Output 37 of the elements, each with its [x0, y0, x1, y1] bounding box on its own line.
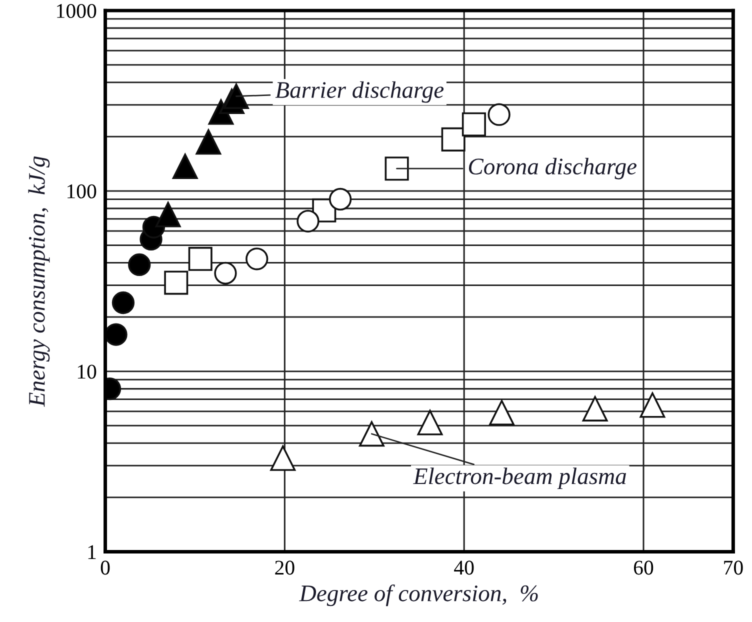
point — [214, 262, 237, 285]
annotation: Corona discharge — [468, 158, 637, 180]
point — [640, 392, 666, 418]
point — [441, 127, 466, 152]
y-tick-label: 1000 — [57, 4, 96, 18]
point — [489, 400, 514, 426]
point — [417, 410, 443, 436]
x-tick-label: 40 — [454, 560, 474, 575]
x-tick-label: 0 — [100, 560, 110, 575]
annotation: Barrier discharge — [275, 81, 444, 103]
y-tick-label: 100 — [68, 184, 96, 198]
y-tick-label: 1 — [88, 545, 96, 559]
point — [224, 84, 249, 109]
annotation: Electron-beam plasma — [413, 468, 626, 490]
point — [246, 248, 268, 270]
point — [462, 112, 486, 136]
x-axis-title: Degree of conversion, % — [299, 584, 538, 606]
point — [128, 253, 151, 276]
point — [155, 202, 181, 228]
point — [582, 396, 608, 422]
point — [328, 188, 352, 211]
point — [270, 445, 296, 471]
y-axis-title: Energy consumption, kJ/g — [28, 156, 50, 407]
point — [164, 270, 188, 295]
y-tick-label: 10 — [78, 364, 96, 379]
x-tick-label: 20 — [275, 560, 294, 575]
x-tick-label: 60 — [634, 560, 654, 575]
point — [488, 103, 510, 126]
point — [172, 154, 198, 179]
x-tick-label: 70 — [724, 560, 743, 575]
point — [384, 156, 409, 181]
point — [358, 421, 384, 447]
point — [112, 291, 135, 314]
point — [105, 323, 128, 346]
point — [196, 129, 222, 155]
point — [296, 210, 320, 232]
point — [188, 246, 212, 271]
